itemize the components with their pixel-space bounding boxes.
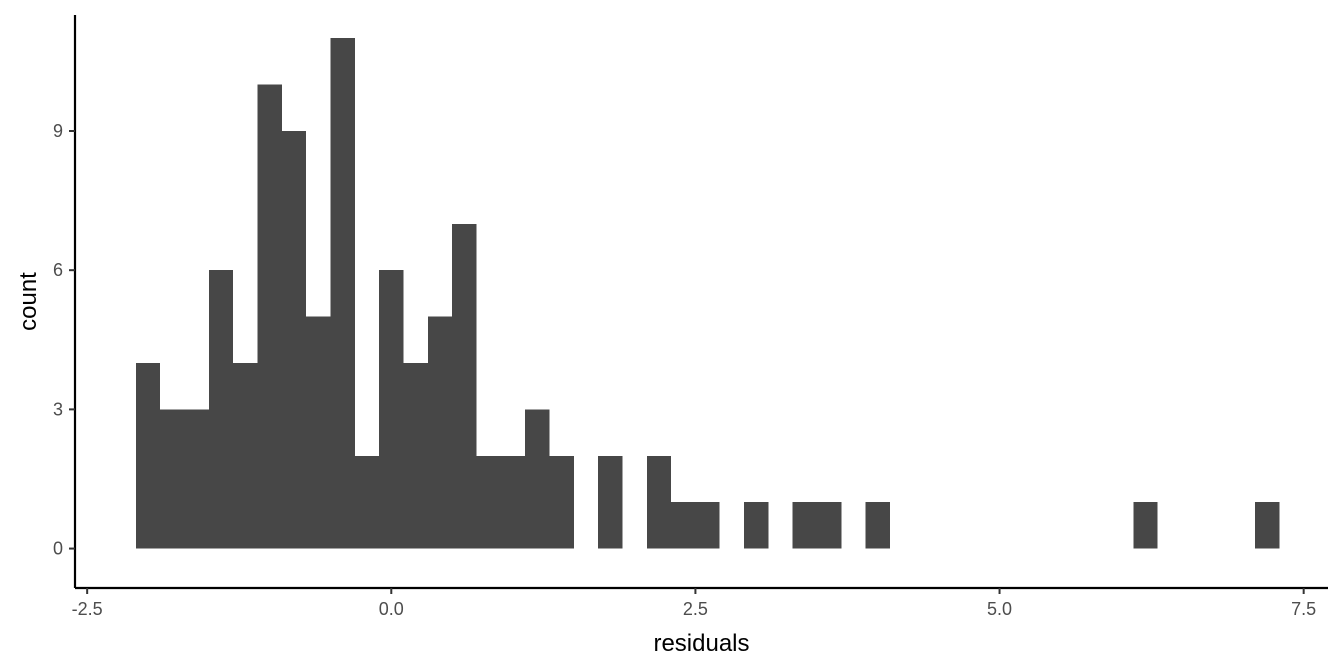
x-axis-title: residuals (653, 630, 749, 657)
histogram-bar (744, 502, 769, 549)
histogram-bar (1255, 502, 1280, 549)
histogram-bar (476, 455, 501, 549)
histogram-bar (257, 84, 282, 549)
histogram-bar (671, 502, 696, 549)
histogram-bar (817, 502, 842, 549)
histogram-bars (135, 38, 1280, 549)
x-tick-label: 7.5 (1291, 599, 1316, 619)
x-tick-label: 0.0 (379, 599, 404, 619)
histogram-bar (330, 38, 355, 549)
histogram-bar (233, 362, 258, 549)
histogram-bar (184, 409, 209, 549)
histogram-bar (354, 455, 380, 549)
histogram-bar (646, 455, 672, 549)
histogram-bar (135, 362, 161, 549)
histogram-bar (695, 502, 720, 549)
histogram-bar (208, 270, 234, 549)
histogram-bar (452, 223, 477, 549)
histogram-bar (281, 130, 307, 549)
histogram-bar (549, 455, 574, 549)
y-tick-label: 3 (53, 399, 63, 419)
y-tick-label: 9 (53, 121, 63, 141)
histogram-bar (598, 455, 623, 549)
x-axis-ticks: -2.5 0.0 2.5 5.0 7.5 (72, 588, 1316, 619)
histogram-bar (525, 409, 550, 549)
histogram-bar (865, 502, 891, 549)
x-tick-label: 5.0 (987, 599, 1012, 619)
y-tick-label: 0 (53, 539, 63, 559)
y-axis-ticks: 0 3 6 9 (53, 121, 75, 559)
histogram-bar (792, 502, 818, 549)
y-axis-title: count (15, 272, 42, 331)
x-tick-label: 2.5 (683, 599, 708, 619)
histogram-bar (306, 316, 331, 549)
histogram-bar (160, 409, 185, 549)
y-tick-label: 6 (53, 260, 63, 280)
histogram-bar (500, 455, 526, 549)
histogram-bar (427, 316, 453, 549)
histogram-bar (379, 270, 404, 549)
x-tick-label: -2.5 (72, 599, 103, 619)
histogram-bar (1133, 502, 1158, 549)
histogram-bar (403, 362, 428, 549)
